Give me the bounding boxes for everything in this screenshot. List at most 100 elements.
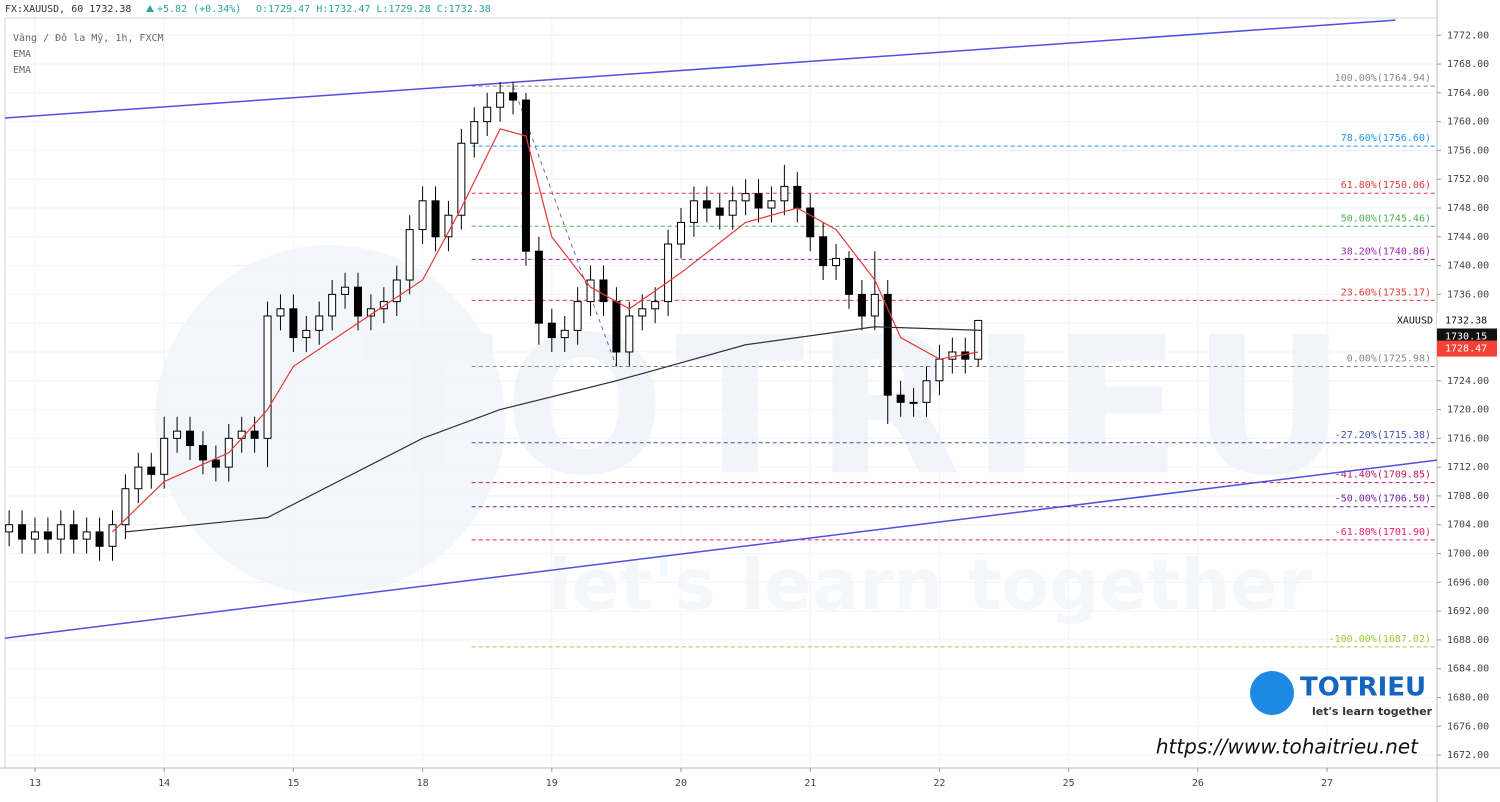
x-tick-label: 27: [1321, 778, 1333, 789]
y-tick-label: 1708.00: [1447, 491, 1489, 502]
candle-body: [30, 531, 39, 540]
candle-body: [857, 293, 866, 317]
price-marker-box: [1437, 328, 1497, 345]
x-tick-label: 13: [29, 778, 41, 789]
candle-body: [741, 193, 750, 202]
candle-body: [147, 466, 156, 475]
candle-body: [767, 200, 776, 209]
x-tick-label: 14: [158, 778, 170, 789]
candle-body: [870, 293, 879, 317]
y-tick-label: 1760.00: [1447, 117, 1489, 128]
candle-body: [186, 430, 195, 447]
legend-entry: EMA: [13, 49, 31, 60]
candle-body: [69, 524, 78, 540]
price-marker-value: 1732.38: [1445, 315, 1487, 326]
candle-body: [509, 92, 518, 101]
candle-body: [263, 315, 272, 439]
grid: [5, 18, 1437, 768]
candle-body: [715, 207, 724, 216]
logo-subtitle: let's learn together: [1312, 705, 1433, 718]
candle-body: [651, 301, 660, 310]
x-tick-label: 25: [1063, 778, 1075, 789]
candle-body: [289, 308, 298, 339]
price-marker-value: 1730.15: [1445, 331, 1487, 342]
candle-body: [922, 380, 931, 403]
y-tick-label: 1688.00: [1447, 635, 1489, 646]
logo: TOTRIEU let's learn together: [1250, 671, 1433, 718]
fib-label: -50.00%(1706.50): [1335, 494, 1431, 505]
candle-body: [896, 394, 905, 403]
candle-body: [806, 207, 815, 238]
watermark-circle: [155, 245, 505, 595]
candle-body: [677, 221, 686, 245]
candle-body: [328, 293, 337, 317]
fib-label: -61.80%(1701.90): [1335, 527, 1431, 538]
price-marker-value: 1728.47: [1445, 344, 1487, 355]
y-tick-label: 1736.00: [1447, 289, 1489, 300]
candle-body: [211, 459, 220, 468]
y-tick-label: 1696.00: [1447, 577, 1489, 588]
price-marker-box: [1437, 340, 1497, 357]
ema-line: [125, 326, 983, 533]
candle-body: [134, 466, 143, 490]
candle-body: [793, 185, 802, 209]
up-arrow: [146, 5, 154, 12]
y-tick-label: 1684.00: [1447, 664, 1489, 675]
watermark-subtitle: let's learn together: [548, 544, 1313, 626]
candle-body: [948, 351, 957, 360]
trendline: [5, 19, 1396, 119]
fib-label: 61.80%(1750.06): [1341, 180, 1431, 191]
watermark: TOTRIEU let's learn together: [155, 245, 1356, 626]
candle-body: [457, 142, 466, 216]
candle-body: [444, 214, 453, 238]
candle-body: [198, 445, 207, 461]
candle-body: [250, 430, 259, 439]
candle-body: [534, 250, 543, 324]
y-tick-label: 1704.00: [1447, 520, 1489, 531]
candle-body: [974, 319, 983, 360]
header-ohlc: O:1729.47 H:1732.47 L:1729.28 C:1732.38: [256, 4, 491, 15]
y-tick-label: 1740.00: [1447, 261, 1489, 272]
fib-label: 38.20%(1740.86): [1341, 246, 1431, 257]
candle-body: [560, 329, 569, 339]
candle-body: [702, 200, 711, 209]
trendline: [5, 459, 1437, 639]
price-marker-label: XAUUSD: [1397, 315, 1433, 326]
candle-body: [43, 531, 52, 540]
candle-body: [689, 200, 698, 223]
candle-body: [612, 301, 621, 353]
x-tick-label: 18: [417, 778, 429, 789]
candle-body: [483, 106, 492, 123]
candle-body: [121, 488, 130, 526]
watermark-title: TOTRIEU: [364, 296, 1356, 517]
y-tick-label: 1716.00: [1447, 433, 1489, 444]
candle-body: [470, 121, 479, 144]
plot-area: 100.00%(1764.94) 78.60%(1756.60) 61.80%(17…: [5, 19, 1437, 648]
legend-entry: Vàng / Đô la Mỹ, 1h, FXCM: [13, 32, 164, 44]
fib-label: -41.40%(1709.85): [1335, 470, 1431, 481]
candle-body: [405, 229, 414, 281]
x-tick-label: 21: [804, 778, 816, 789]
candle-body: [95, 531, 104, 547]
y-tick-label: 1692.00: [1447, 606, 1489, 617]
candle-body: [909, 401, 918, 404]
logo-mark: [1250, 671, 1294, 715]
candle-body: [586, 279, 595, 303]
candle-body: [844, 257, 853, 295]
header-change: +5.82 (+0.34%): [157, 4, 241, 15]
candle-body: [728, 200, 737, 216]
x-tick-label: 26: [1192, 778, 1204, 789]
y-tick-label: 1756.00: [1447, 145, 1489, 156]
candle-body: [5, 524, 14, 533]
header-symbol: FX:XAUUSD, 60 1732.38: [5, 4, 131, 15]
logo-title: TOTRIEU: [1300, 673, 1426, 703]
candle-body: [521, 99, 530, 252]
candle-body: [108, 524, 117, 547]
candle-body: [961, 351, 970, 360]
candle-body: [883, 293, 892, 396]
candle-body: [418, 200, 427, 231]
fib-label: -100.00%(1687.02): [1329, 634, 1431, 645]
candle-body: [276, 308, 285, 317]
price-marker-box: [1437, 312, 1497, 329]
